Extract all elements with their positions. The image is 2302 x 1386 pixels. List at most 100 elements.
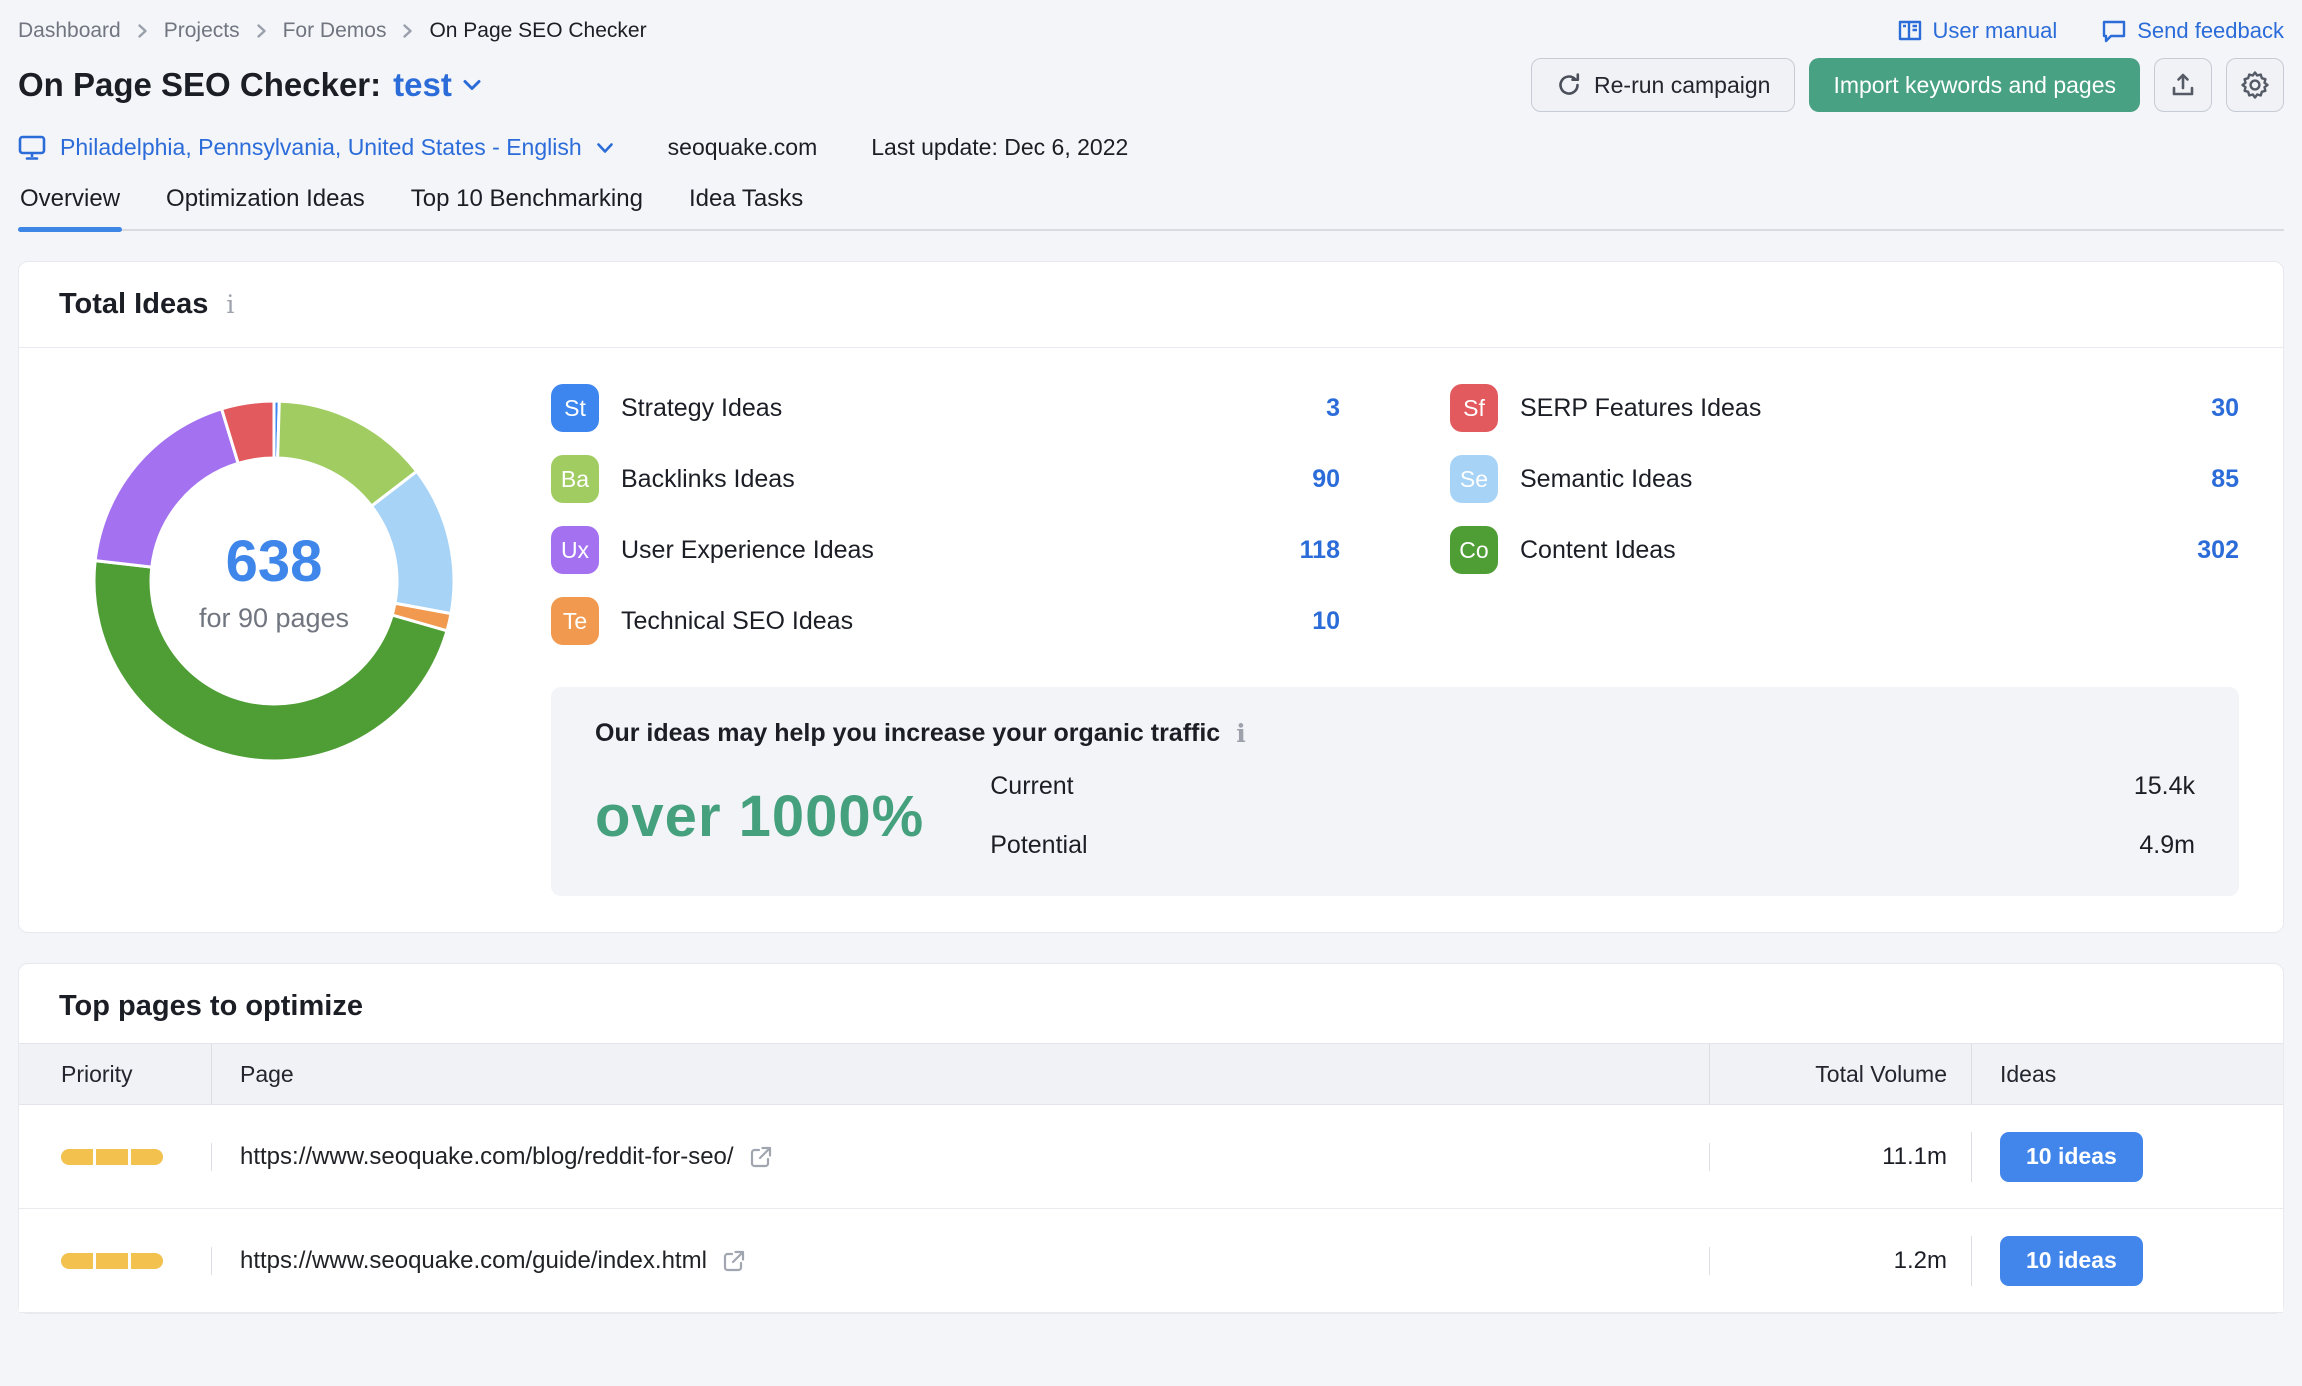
breadcrumb-item[interactable]: Dashboard <box>18 19 121 42</box>
rerun-campaign-button[interactable]: Re-run campaign <box>1531 58 1796 112</box>
ideas-cell: 10 ideas <box>1971 1235 2283 1286</box>
idea-category-row: Te Technical SEO Ideas 10 <box>551 597 1340 645</box>
info-icon[interactable]: i <box>226 290 235 319</box>
info-icon[interactable]: i <box>1236 719 1246 748</box>
ideas-legend: St Strategy Ideas 3 Ba Backlinks Ideas 90 Ux Us… <box>551 384 2239 645</box>
category-label: User Experience Ideas <box>621 535 874 564</box>
priority-segment <box>61 1148 93 1165</box>
traffic-title: Our ideas may help you increase your org… <box>595 719 1221 747</box>
category-count[interactable]: 118 <box>1299 535 1340 564</box>
settings-button[interactable] <box>2226 58 2284 112</box>
import-keywords-button[interactable]: Import keywords and pages <box>1809 58 2140 112</box>
category-count[interactable]: 30 <box>2211 393 2239 422</box>
idea-category-row: Ba Backlinks Ideas 90 <box>551 455 1340 503</box>
priority-segment <box>131 1148 163 1165</box>
import-keywords-label: Import keywords and pages <box>1833 71 2116 98</box>
traffic-highlight: over 1000% <box>595 783 925 849</box>
chevron-right-icon <box>256 24 266 38</box>
breadcrumb: Dashboard Projects For Demos On Page SEO Ch… <box>18 19 647 43</box>
category-badge-ux: Ux <box>551 526 599 574</box>
category-count[interactable]: 10 <box>1312 606 1340 635</box>
donut-center: 638 for 90 pages <box>89 396 459 766</box>
project-selector[interactable]: test <box>393 66 482 104</box>
feedback-bubble-icon <box>2103 20 2126 43</box>
chevron-down-icon <box>596 142 613 153</box>
tab-overview[interactable]: Overview <box>17 185 123 232</box>
priority-segment <box>131 1252 163 1269</box>
category-label: Technical SEO Ideas <box>621 606 854 635</box>
priority-cell <box>19 1252 211 1269</box>
campaign-domain: seoquake.com <box>667 134 818 160</box>
chevron-right-icon <box>138 24 147 38</box>
traffic-bar-value: 15.4k <box>2133 772 2195 800</box>
priority-segment <box>96 1252 128 1269</box>
top-links: User manual Send feedback <box>1897 18 2284 44</box>
external-link-icon[interactable] <box>721 1248 747 1274</box>
category-count[interactable]: 302 <box>2197 535 2239 564</box>
ideas-cell: 10 ideas <box>1971 1131 2283 1182</box>
donut-caption: for 90 pages <box>198 603 350 633</box>
export-button[interactable] <box>2154 58 2212 112</box>
donut-slice-serp-features-ideas[interactable] <box>219 399 276 466</box>
column-header-priority: Priority <box>61 1060 133 1087</box>
donut-svg <box>92 399 456 763</box>
traffic-panel: Our ideas may help you increase your org… <box>551 687 2239 896</box>
external-link-icon[interactable] <box>748 1144 774 1170</box>
category-label: Strategy Ideas <box>621 393 783 422</box>
ideas-button[interactable]: 10 ideas <box>2000 1131 2143 1182</box>
top-link-label: Send feedback <box>2137 18 2284 43</box>
donut-total-value: 638 <box>225 529 323 594</box>
category-count[interactable]: 3 <box>1326 393 1340 422</box>
priority-cell <box>19 1148 211 1165</box>
traffic-bar-label: Potential <box>990 831 1088 859</box>
category-badge-sf: Sf <box>1450 384 1498 432</box>
page-title-text: On Page SEO Checker: <box>18 66 382 103</box>
top-link-user-manual[interactable]: User manual <box>1897 18 2058 44</box>
tab-top-10-benchmarking[interactable]: Top 10 Benchmarking <box>410 185 643 212</box>
breadcrumb-item: On Page SEO Checker <box>429 19 647 42</box>
top-link-send-feedback[interactable]: Send feedback <box>2101 18 2284 44</box>
title-row: On Page SEO Checker: test Re-run campaig… <box>18 58 2284 112</box>
ideas-button[interactable]: 10 ideas <box>2000 1235 2143 1286</box>
traffic-bar-row-potential: Potential 4.9m <box>990 831 2195 860</box>
idea-category-row: St Strategy Ideas 3 <box>551 384 1340 432</box>
header-actions: Re-run campaign Import keywords and page… <box>1531 58 2284 112</box>
gear-icon <box>2241 71 2269 99</box>
category-count[interactable]: 90 <box>1312 464 1340 493</box>
on-page-seo-checker-page: Dashboard Projects For Demos On Page SEO Ch… <box>17 0 2284 1314</box>
tab-optimization-ideas[interactable]: Optimization Ideas <box>166 185 365 212</box>
traffic-bar-row-current: Current 15.4k <box>990 772 2195 801</box>
traffic-content: over 1000% Current 15.4k Potential 4.9m <box>595 772 2195 860</box>
category-label: Backlinks Ideas <box>621 464 795 493</box>
idea-category-row: Co Content Ideas 302 <box>1450 526 2239 574</box>
category-badge-se: Se <box>1450 455 1498 503</box>
traffic-bar <box>1142 777 2079 797</box>
project-name: test <box>393 66 452 103</box>
location-label: Philadelphia, Pennsylvania, United State… <box>60 134 582 160</box>
ideas-donut-chart: 638 for 90 pages <box>89 396 459 766</box>
total-ideas-card: Total Ideas i 638 for 90 pages St Strateg… <box>18 261 2284 933</box>
page-url-link[interactable]: https://www.seoquake.com/blog/reddit-for… <box>240 1142 734 1170</box>
top-pages-table-body: https://www.seoquake.com/blog/reddit-for… <box>19 1105 2283 1313</box>
table-row: https://www.seoquake.com/blog/reddit-for… <box>19 1105 2283 1209</box>
traffic-bars: Current 15.4k Potential 4.9m <box>990 772 2195 860</box>
total-ideas-body: 638 for 90 pages St Strategy Ideas 3 Ba Back… <box>19 348 2283 932</box>
top-bar: Dashboard Projects For Demos On Page SEO Ch… <box>18 0 2284 44</box>
page-cell: https://www.seoquake.com/blog/reddit-for… <box>211 1142 1709 1171</box>
category-count[interactable]: 85 <box>2211 464 2239 493</box>
upload-icon <box>2172 73 2194 96</box>
top-link-label: User manual <box>1932 18 2058 43</box>
donut-slice-content-ideas[interactable] <box>92 558 449 763</box>
legend-column: St Strategy Ideas 3 Ba Backlinks Ideas 90 Ux Us… <box>551 384 1340 645</box>
total-volume-value: 11.1m <box>1709 1142 1971 1171</box>
page-url-link[interactable]: https://www.seoquake.com/guide/index.htm… <box>240 1246 707 1274</box>
tab-idea-tasks[interactable]: Idea Tasks <box>688 185 804 212</box>
breadcrumb-item[interactable]: Projects <box>163 19 240 42</box>
page-cell: https://www.seoquake.com/guide/index.htm… <box>211 1246 1709 1275</box>
traffic-title-row: Our ideas may help you increase your org… <box>595 719 2195 748</box>
location-selector[interactable]: Philadelphia, Pennsylvania, United State… <box>18 134 614 161</box>
last-update: Last update: Dec 6, 2022 <box>871 134 1129 160</box>
campaign-meta-row: Philadelphia, Pennsylvania, United State… <box>18 134 2284 161</box>
monitor-icon <box>18 135 46 160</box>
breadcrumb-item[interactable]: For Demos <box>282 19 387 42</box>
